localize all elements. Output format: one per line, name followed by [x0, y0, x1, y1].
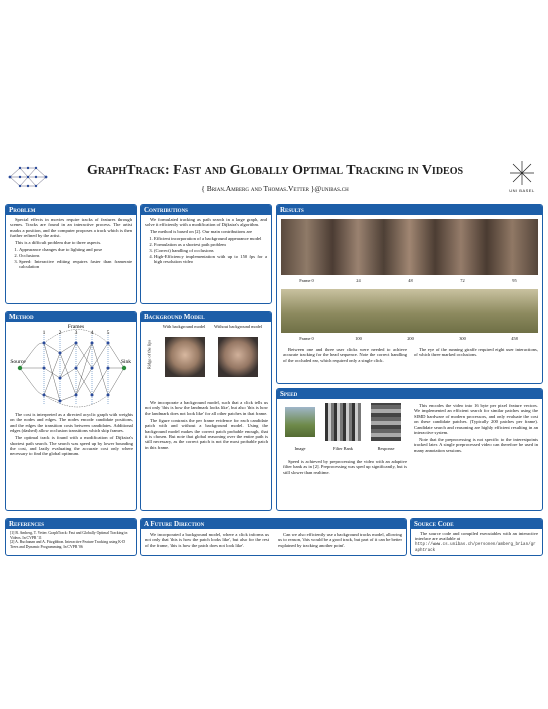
results-panel: Results Frame 0 24 48 72 95 Frame 0 100 …: [276, 204, 543, 384]
paragraph: Can we also efficiently use a background…: [278, 532, 402, 548]
paragraph: The figure contrasts the per frame evide…: [145, 417, 268, 450]
paragraph: We incorporated a background model, wher…: [145, 532, 269, 548]
heading: Speed: [277, 389, 542, 399]
frame-label: Frame 0: [299, 278, 314, 283]
head-frames: [281, 219, 538, 275]
heading: Method: [6, 312, 136, 322]
url[interactable]: http://www.cs.unibas.ch/personen/amberg_…: [415, 543, 536, 553]
paragraph: The method is based on [2]. Our main con…: [150, 229, 253, 235]
source-panel: Source Code The source code and compiled…: [410, 518, 543, 556]
paragraph: Note that the preprocessing is not speci…: [414, 436, 538, 453]
list-item: Occlusions: [19, 253, 132, 258]
heading: A Future Direction: [141, 519, 406, 529]
frame-number: 5: [107, 330, 110, 336]
frame-label: 95: [512, 278, 517, 283]
list-item: Efficient incorporation of a background …: [154, 236, 267, 241]
frame-label: 458: [511, 336, 518, 341]
face-without-bg: [218, 337, 258, 377]
frame-label: 48: [408, 278, 413, 283]
frame-number: 3: [75, 330, 78, 336]
list-item: Formulation as a shortest path problem: [154, 242, 267, 247]
list-item: Appearance changes due to lighting and p…: [19, 247, 132, 252]
reference: [1] B. Amberg, T. Vetter. GraphTrack: Fa…: [10, 531, 128, 540]
figure-label: Response: [377, 446, 395, 451]
frame-number: 2: [59, 330, 62, 336]
figure-label: Without background model: [213, 324, 263, 329]
title: GraphTrack: Fast and Globally Optimal Tr…: [86, 163, 464, 178]
caption: Between one and three user clicks were n…: [283, 347, 407, 363]
face-with-bg: [165, 337, 205, 377]
paragraph: Speed is achieved by preprocessing the v…: [283, 459, 407, 475]
paragraph: The cost is interpreted as a directed ac…: [10, 412, 133, 434]
future-panel: A Future Direction We incorporated a bac…: [140, 518, 407, 556]
paragraph: The source code and compiled executables…: [415, 531, 538, 542]
frame-label: 300: [459, 336, 466, 341]
figure-label: With background model: [162, 324, 206, 329]
heading: Contributions: [141, 205, 271, 215]
references-panel: References [1] B. Amberg, T. Vetter. Gra…: [5, 518, 137, 556]
heading: References: [6, 519, 136, 529]
side-label: Ridge of the lips: [146, 339, 152, 370]
frame-label: 72: [460, 278, 465, 283]
paragraph: We formulated tracking as path search in…: [145, 217, 267, 228]
heading: Background Model: [141, 312, 271, 322]
frame-label: 24: [356, 278, 361, 283]
problem-panel: Problem Special effects in movies requir…: [5, 204, 137, 304]
graph-logo: [8, 166, 48, 188]
list-item: Speed: Interactive editing requires fast…: [19, 259, 132, 270]
paragraph: This is a difficult problem due to three…: [15, 240, 102, 246]
paragraph: This encodes the video into 16 byte per …: [414, 403, 538, 436]
caption: The eye of the running giraffe required …: [414, 347, 538, 358]
diagram-label: Frames: [68, 324, 84, 330]
heading: Results: [277, 205, 542, 215]
figure-label: Filter Bank: [333, 446, 353, 451]
image-thumb: [285, 407, 315, 437]
frame-label: 100: [355, 336, 362, 341]
uni-logo-mark: [510, 161, 534, 185]
reference: [2] A. Buchanan and A. Fitzgibbon. Inter…: [10, 540, 126, 549]
heading: Source Code: [411, 519, 542, 529]
contributions-panel: Contributions We formulated tracking as …: [140, 204, 272, 304]
authors: { Brian.Amberg and Thomas.Vetter }@uniba…: [201, 184, 349, 193]
method-panel: Method Frames 1 2 3 4 5 Source Sink The …: [5, 311, 137, 511]
graph-diagram: Frames 1 2 3 4 5 Source Sink: [10, 324, 131, 408]
paragraph: Special effects in movies require tracks…: [10, 217, 132, 239]
frame-number: 4: [91, 330, 94, 336]
sink-label: Sink: [121, 359, 131, 365]
list-item: (Correct) handling of occlusions: [154, 248, 267, 253]
frame-label: Frame 0: [299, 336, 314, 341]
speed-panel: Speed Image Filter Bank Response Speed i…: [276, 388, 543, 511]
list-item: High-Efficiency implementation with up t…: [154, 254, 267, 265]
paragraph: The optimal track is found with a modifi…: [10, 435, 133, 457]
figure-label: Image: [294, 446, 306, 451]
uni-logo: UNI BASEL: [509, 188, 535, 193]
paragraph: We incorporate a background model, such …: [145, 400, 268, 416]
filter-bank: [325, 403, 361, 441]
source-label: Source: [10, 359, 26, 365]
heading: Problem: [6, 205, 136, 215]
frame-label: 200: [407, 336, 414, 341]
giraffe-frames: [281, 289, 538, 333]
background-panel: Background Model With background model W…: [140, 311, 272, 511]
response: [371, 403, 401, 441]
frame-number: 1: [43, 330, 46, 336]
